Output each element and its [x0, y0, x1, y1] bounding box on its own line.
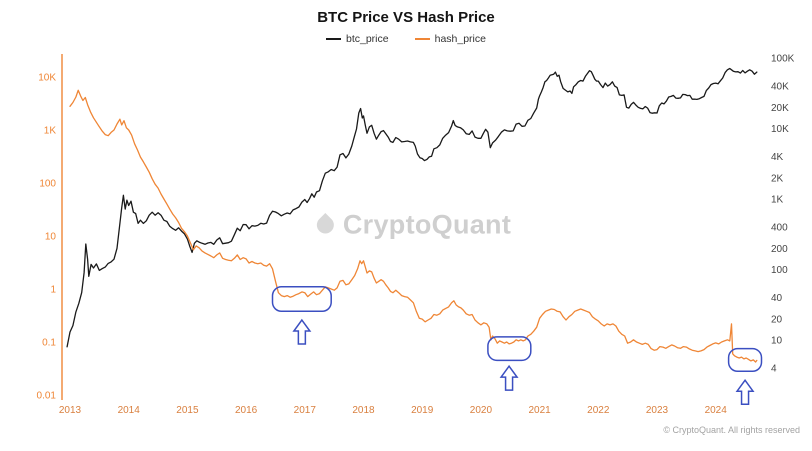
right-axis-tick-label: 4K	[771, 152, 784, 163]
chart-legend: btc_price hash_price	[0, 33, 812, 45]
annotation-box-2	[487, 336, 532, 362]
annotation-arrow-2-icon	[499, 364, 519, 391]
x-axis-tick-label: 2016	[235, 405, 258, 416]
btc-price-swatch-icon	[326, 38, 341, 40]
right-axis-tick-label: 20	[771, 314, 783, 325]
x-axis-tick-label: 2022	[587, 405, 610, 416]
right-axis-tick-label: 4	[771, 364, 777, 375]
x-axis-tick-label: 2017	[294, 405, 317, 416]
right-axis-tick-label: 40	[771, 293, 783, 304]
annotation-arrow-1-icon	[292, 318, 312, 345]
x-axis-tick-label: 2018	[352, 405, 375, 416]
left-axis-tick-label: 1	[50, 285, 56, 296]
annotation-box-1	[271, 286, 332, 313]
legend-item-btc-price[interactable]: btc_price	[326, 33, 389, 45]
right-axis-tick-label: 100K	[771, 54, 795, 65]
x-axis-tick-label: 2019	[411, 405, 434, 416]
page-title: BTC Price VS Hash Price	[317, 9, 495, 26]
x-axis-tick-label: 2024	[705, 405, 728, 416]
hash_price-line	[69, 89, 758, 363]
right-axis-tick-label: 1K	[771, 195, 784, 206]
x-axis-tick-label: 2014	[118, 405, 141, 416]
copyright-note: © CryptoQuant. All rights reserved	[663, 425, 800, 435]
right-axis-tick-label: 400	[771, 223, 788, 234]
left-axis-tick-label: 10	[45, 232, 57, 243]
annotation-arrow-3-icon	[735, 378, 755, 405]
x-axis-tick-label: 2020	[470, 405, 493, 416]
right-axis-tick-label: 200	[771, 244, 788, 255]
left-axis-tick-label: 100	[39, 179, 56, 190]
x-axis-tick-label: 2023	[646, 405, 669, 416]
hash-price-swatch-icon	[414, 38, 430, 40]
right-axis-tick-label: 10	[771, 336, 783, 347]
left-axis-tick-label: 10K	[38, 73, 56, 84]
left-axis-tick-label: 0.1	[42, 338, 56, 349]
left-axis-tick-label: 0.01	[37, 391, 57, 402]
legend-item-hash-price[interactable]: hash_price	[414, 33, 486, 45]
annotation-box-3	[727, 347, 763, 373]
legend-label-hash-price: hash_price	[434, 33, 486, 45]
right-axis-tick-label: 20K	[771, 103, 789, 114]
right-axis-tick-label: 10K	[771, 124, 789, 135]
right-axis-tick-label: 40K	[771, 82, 789, 93]
legend-label-btc-price: btc_price	[346, 33, 389, 45]
x-axis-tick-label: 2013	[59, 405, 82, 416]
left-axis-tick-label: 1K	[44, 126, 57, 137]
right-axis-tick-label: 100	[771, 265, 788, 276]
x-axis-tick-label: 2015	[176, 405, 199, 416]
right-axis-tick-label: 2K	[771, 173, 784, 184]
x-axis-tick-label: 2021	[528, 405, 551, 416]
btc_price-line	[66, 67, 758, 348]
